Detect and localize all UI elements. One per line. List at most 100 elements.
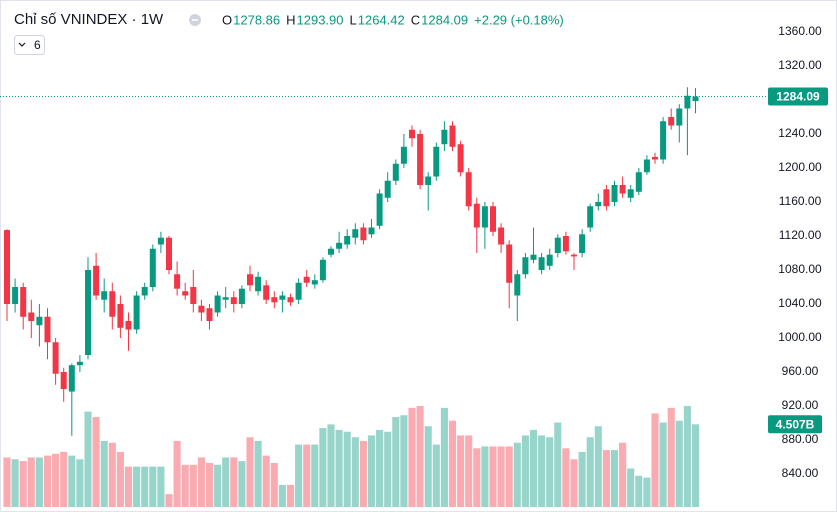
- volume-bar: [254, 440, 262, 507]
- candle-body: [141, 287, 148, 296]
- y-tick-label: 920.00: [782, 398, 819, 412]
- candle-body: [336, 242, 343, 249]
- last-volume-label: 4.507B: [776, 417, 815, 431]
- volume-bar: [311, 444, 319, 507]
- candle-body: [352, 229, 359, 238]
- candle-body: [425, 176, 432, 185]
- volume-bar: [635, 475, 643, 507]
- candle-body: [457, 144, 464, 173]
- volume-bar: [351, 437, 359, 507]
- candle-body: [441, 129, 448, 145]
- candle-body: [692, 96, 699, 101]
- candle-body: [20, 287, 27, 317]
- candle-body: [319, 259, 326, 281]
- candle-body: [554, 237, 561, 253]
- candle-body: [271, 297, 278, 303]
- volume-bar: [602, 450, 610, 507]
- candle-body: [579, 234, 586, 253]
- candle-body: [571, 254, 577, 257]
- candle-body: [498, 227, 505, 245]
- volume-bar: [473, 448, 481, 507]
- volume-bar: [424, 426, 432, 507]
- volume-bar: [19, 461, 27, 507]
- volume-bar: [238, 461, 246, 507]
- legend-value: 1284.09: [421, 12, 468, 27]
- volume-bar: [165, 494, 173, 507]
- volume-bar: [667, 407, 675, 507]
- y-tick-label: 960.00: [782, 364, 819, 378]
- volume-bar: [84, 411, 92, 507]
- volume-bar: [619, 442, 627, 507]
- candle-body: [76, 361, 83, 366]
- candle-body: [603, 189, 610, 207]
- indicator-toggle[interactable]: [14, 35, 45, 55]
- volume-bar: [295, 444, 303, 507]
- candle-body: [255, 276, 262, 292]
- candle-body: [287, 297, 294, 303]
- candle-body: [149, 248, 156, 287]
- volume-bar: [141, 466, 149, 507]
- candle-body: [627, 189, 634, 198]
- candle-body: [36, 316, 43, 326]
- volume-bar: [222, 457, 230, 507]
- volume-bar: [570, 459, 578, 507]
- volume-bar: [43, 455, 52, 507]
- candle-body: [295, 282, 302, 300]
- legend-key: C: [411, 12, 420, 27]
- candle-body: [117, 304, 124, 328]
- legend-key: O: [222, 12, 232, 27]
- candle-body: [263, 285, 270, 300]
- y-tick-label: 1080.00: [778, 262, 822, 276]
- candle-body: [157, 237, 164, 245]
- volume-bar: [376, 429, 384, 507]
- y-tick-label: 1240.00: [778, 126, 822, 140]
- candle-body: [28, 312, 35, 321]
- volume-bar: [214, 464, 222, 507]
- candle-body: [303, 276, 310, 283]
- candle-body: [384, 180, 391, 198]
- candle-body: [506, 244, 513, 283]
- candle-body: [174, 274, 181, 289]
- candle-body: [279, 295, 286, 300]
- volume-bar: [489, 446, 497, 507]
- volume-bar: [432, 444, 440, 507]
- candle-body: [635, 172, 642, 192]
- legend-value: 1264.42: [358, 12, 405, 27]
- volume-bar: [157, 466, 165, 507]
- volume-bar: [400, 415, 408, 507]
- candle-body: [392, 163, 399, 181]
- candle-body: [473, 203, 480, 228]
- candle-body: [643, 159, 650, 173]
- candle-body: [12, 287, 19, 304]
- volume-bar: [35, 457, 43, 507]
- candle-body: [68, 365, 75, 392]
- candle-body: [85, 270, 91, 355]
- volume-bar: [68, 455, 76, 507]
- y-tick-label: 1360.00: [778, 24, 822, 38]
- candle-body: [400, 146, 407, 164]
- candle-body: [490, 206, 496, 232]
- candle-body: [587, 206, 594, 228]
- legend-key: L: [350, 12, 357, 27]
- y-tick-label: 840.00: [782, 466, 819, 480]
- y-tick-label: 1000.00: [778, 330, 822, 344]
- candle-body: [60, 372, 67, 389]
- candle-body: [190, 287, 197, 304]
- legend-value: 1293.90: [297, 12, 344, 27]
- volume-bar: [513, 442, 521, 507]
- candle-body: [684, 95, 691, 109]
- candle-body: [368, 227, 375, 235]
- legend-key: H: [286, 12, 295, 27]
- volume-bar: [683, 406, 691, 507]
- volume-bar: [286, 484, 295, 507]
- volume-bar: [521, 435, 529, 507]
- volume-bar: [197, 457, 205, 507]
- volume-bar: [367, 435, 376, 507]
- volume-bar: [586, 437, 594, 507]
- volume-bar: [92, 417, 100, 507]
- volume-bar: [465, 435, 473, 507]
- candle-body: [109, 291, 116, 317]
- volume-bar: [262, 455, 270, 507]
- volume-bar: [497, 446, 505, 507]
- candle-body: [514, 274, 521, 296]
